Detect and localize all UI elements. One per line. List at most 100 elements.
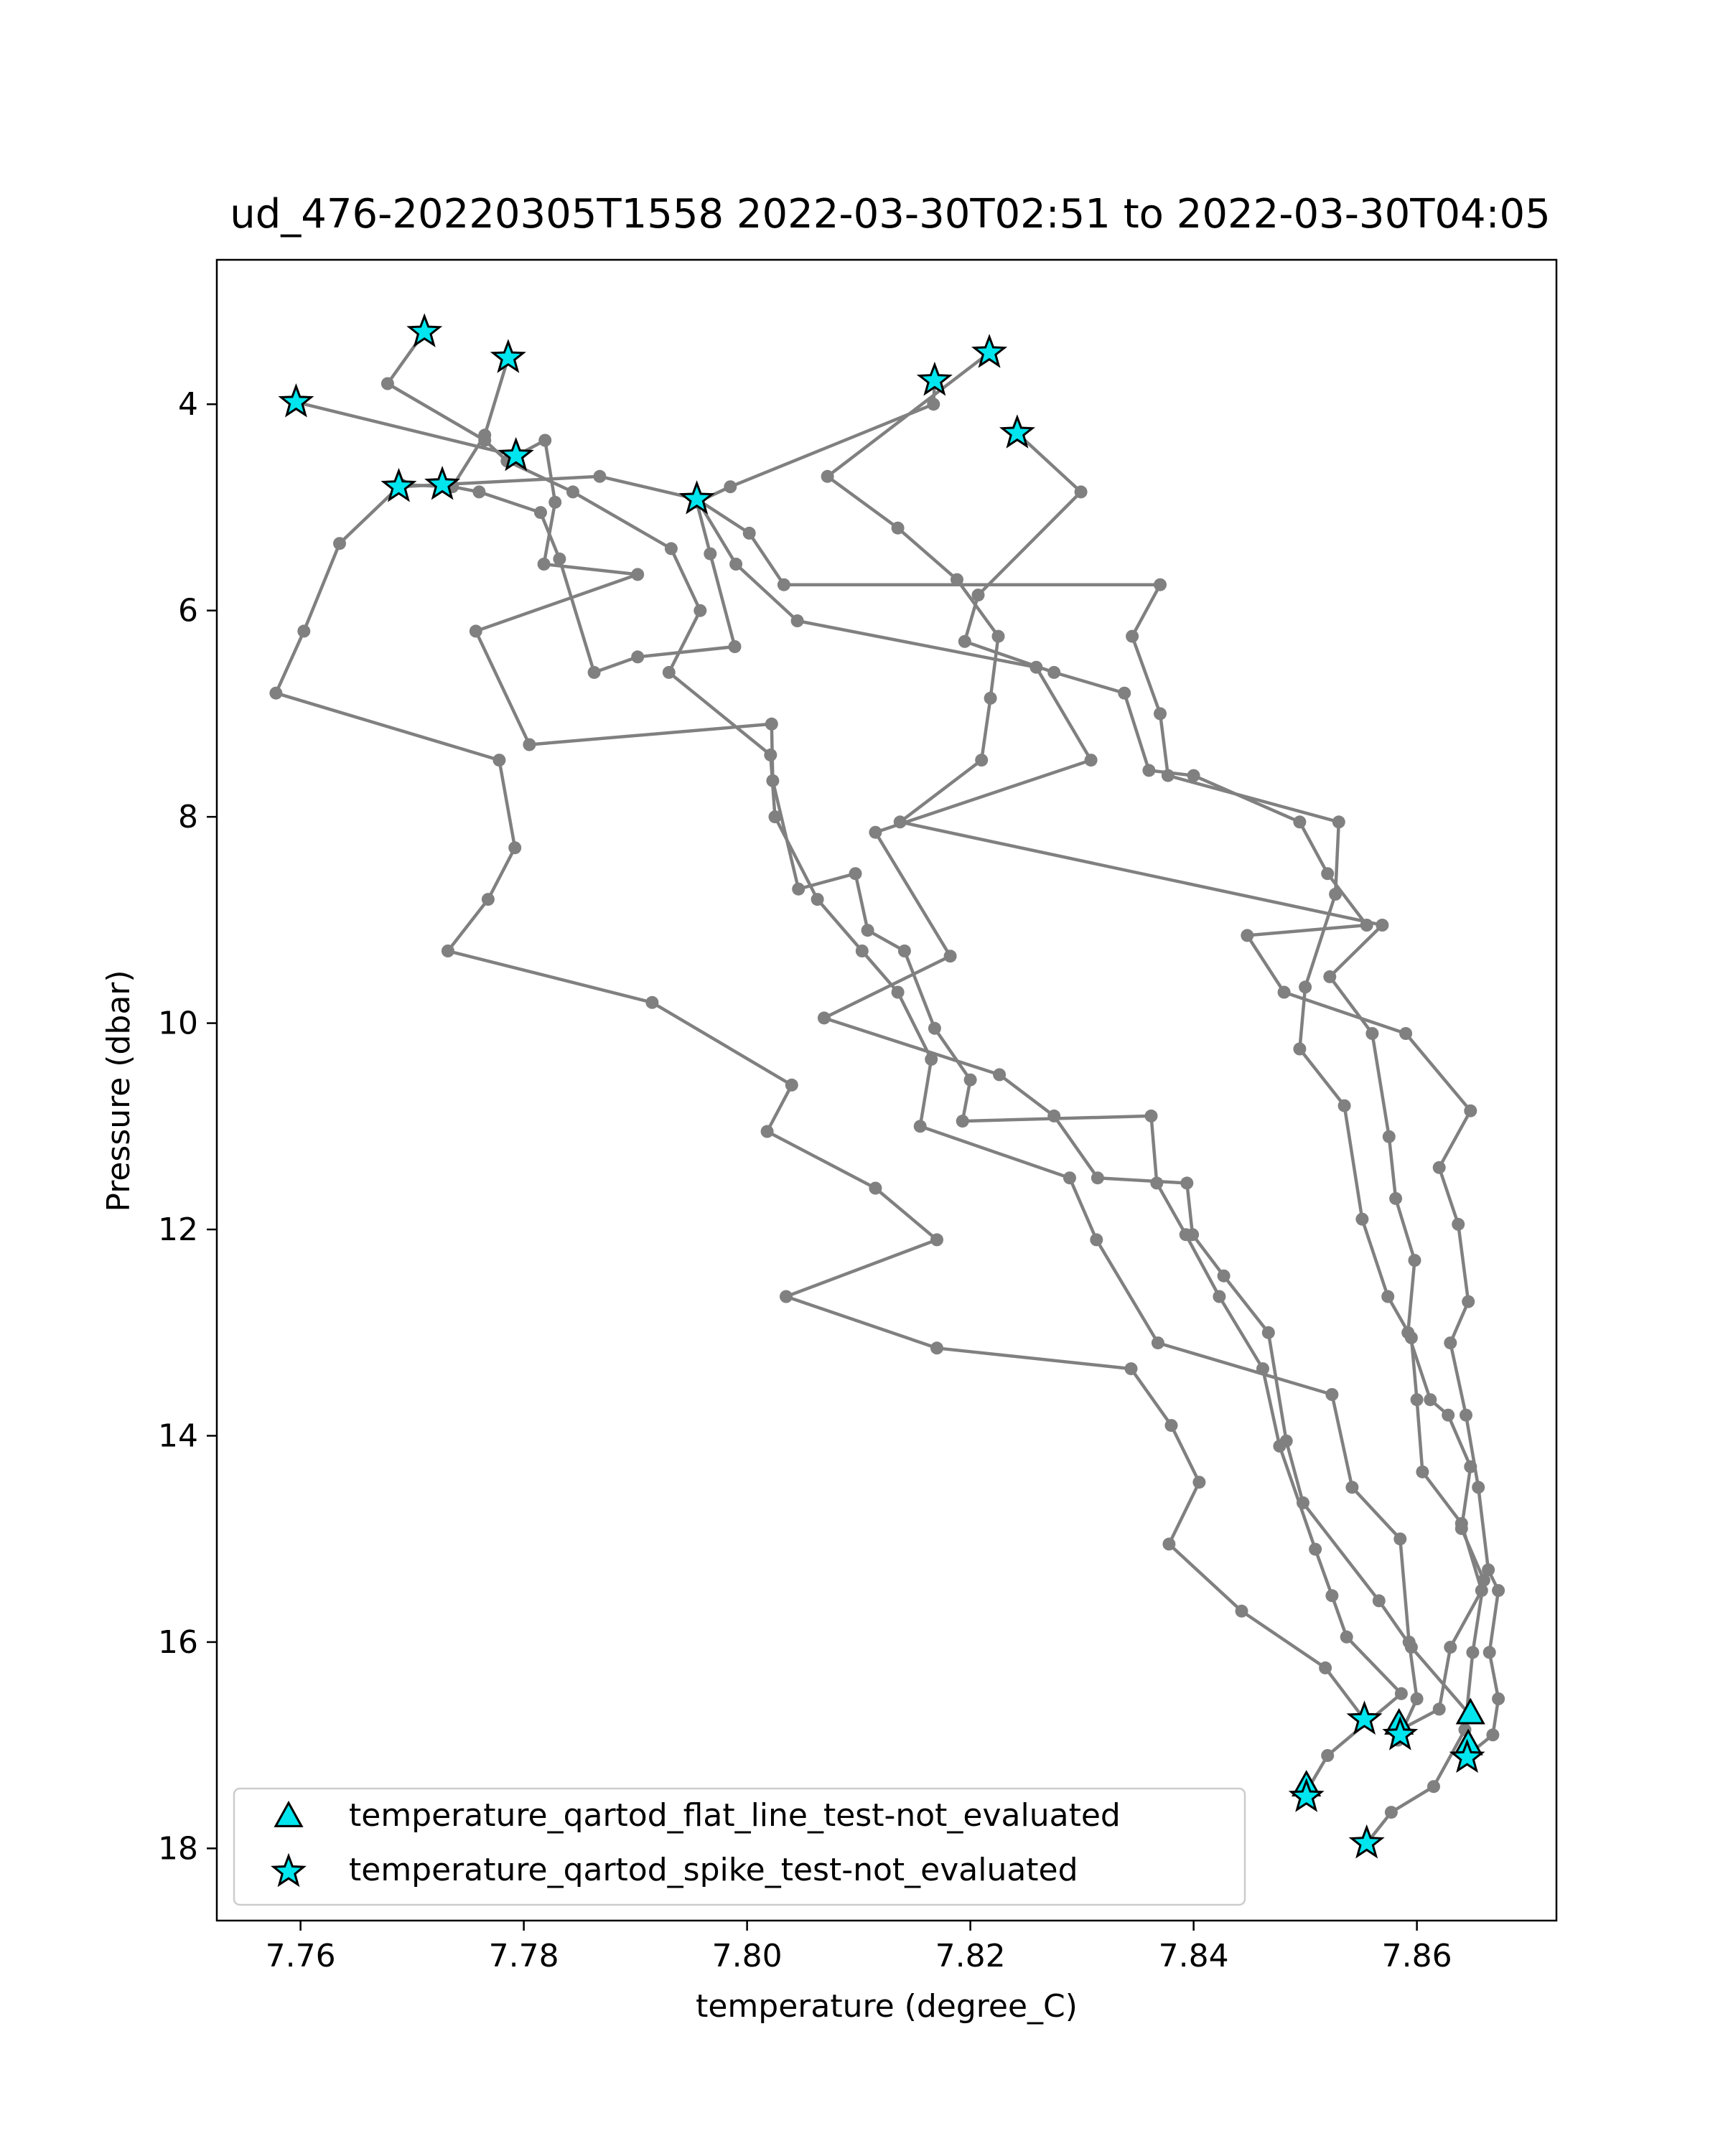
profile-point (811, 893, 824, 906)
profile-point (1472, 1481, 1485, 1494)
profile-point (1329, 887, 1343, 901)
spike-flag-marker (498, 436, 534, 472)
profile-point (1164, 1419, 1178, 1433)
plot-area (269, 313, 1505, 1859)
y-tick-label: 4 (178, 386, 198, 423)
profile-point (1279, 1434, 1293, 1448)
profile-point (548, 495, 562, 509)
profile-point (469, 624, 482, 638)
profile-point (1360, 919, 1373, 932)
profile-point (1217, 1269, 1231, 1283)
profile-point (925, 1052, 938, 1066)
profile-point (930, 1341, 943, 1355)
profile-point (631, 568, 645, 581)
spike-flag-marker (971, 334, 1008, 368)
profile-point (1187, 769, 1200, 782)
profile-point (1393, 1532, 1407, 1546)
profile-point (1424, 1393, 1437, 1407)
profile-point (928, 1021, 941, 1035)
profile-point (724, 480, 737, 494)
profile-point (1299, 980, 1312, 994)
profile-point (1090, 1233, 1103, 1247)
profile-point (662, 665, 676, 679)
profile-point (1477, 1573, 1490, 1587)
profile-point (855, 945, 869, 957)
profile-line (442, 380, 937, 675)
profile-point (785, 1078, 798, 1092)
profile-point (553, 552, 566, 566)
profile-point (1399, 1027, 1413, 1040)
profile-point (1321, 867, 1335, 881)
profile-point (1151, 1336, 1164, 1350)
profile-point (1256, 1362, 1269, 1376)
profile-point (492, 754, 506, 767)
profile-point (930, 1233, 943, 1247)
profile-point (1401, 1326, 1415, 1339)
profile-point (1124, 1362, 1138, 1376)
profile-point (1492, 1692, 1505, 1705)
legend-triangle-marker (274, 1800, 304, 1827)
profile-point (821, 469, 834, 483)
profile-point (1192, 1476, 1206, 1489)
legend-box (233, 1787, 1246, 1906)
profile-point (1427, 1780, 1440, 1794)
profile-point (1410, 1692, 1424, 1705)
spike-flag-marker (490, 339, 526, 373)
profile-point (1047, 1109, 1061, 1122)
spike-flag-marker (999, 414, 1035, 449)
profile-point (913, 1120, 927, 1133)
profile-point (1408, 1254, 1421, 1267)
y-tick-label: 6 (178, 593, 198, 629)
profile-point (1337, 1099, 1351, 1112)
flat-line-flag-marker (1455, 1697, 1485, 1725)
y-tick-label: 18 (158, 1830, 198, 1867)
profile-point (1340, 1630, 1353, 1644)
spike-flag-marker (678, 480, 715, 515)
profile-point (897, 945, 911, 957)
profile-point (1384, 1806, 1398, 1819)
profile-point (1464, 1104, 1477, 1117)
profile-point (991, 629, 1005, 643)
x-tick-label: 7.76 (266, 1938, 336, 1974)
profile-point (1319, 1661, 1332, 1674)
spike-flag-marker (1348, 1824, 1385, 1859)
profile-point (1293, 815, 1307, 829)
profile-point (768, 810, 782, 824)
profile-point (534, 506, 547, 520)
profile-point (1332, 815, 1345, 829)
profile-point (1466, 1646, 1480, 1659)
x-axis-label: temperature (degree_C) (696, 1988, 1078, 2025)
profile-point (566, 485, 579, 499)
profile-point (1235, 1604, 1248, 1618)
profile-line (386, 331, 1419, 1741)
profile-series-7 (821, 346, 1490, 1850)
profile-point (849, 867, 862, 881)
profile-point (1154, 578, 1167, 591)
profile-point (1144, 1109, 1158, 1122)
profile-point (1325, 1388, 1339, 1401)
profile-point (1084, 754, 1098, 767)
profile-point (1482, 1563, 1495, 1577)
profile-point (664, 542, 678, 556)
profile-point (441, 945, 454, 957)
profile-point (587, 665, 601, 679)
spike-flag-marker (1382, 1716, 1419, 1750)
spike-flag-series (278, 313, 1485, 1859)
profile-point (869, 1181, 882, 1195)
profile-point (1261, 1326, 1275, 1339)
profile-line (398, 474, 1471, 1715)
legend-star-shape (271, 1852, 307, 1888)
profile-point (1213, 1290, 1226, 1303)
profile-point (1404, 1641, 1418, 1654)
profile-point (1492, 1584, 1505, 1598)
y-tick-label: 16 (158, 1624, 198, 1661)
profile-point (333, 537, 346, 550)
profile-series-8 (958, 426, 1505, 1762)
spike-flag-marker (424, 466, 461, 500)
x-axis: 7.76 7.78 7.80 7.82 7.84 7.86 (266, 1921, 1452, 1974)
profile-point (1376, 919, 1389, 932)
profile-point (1325, 1589, 1339, 1603)
profile-point (1381, 1290, 1395, 1303)
